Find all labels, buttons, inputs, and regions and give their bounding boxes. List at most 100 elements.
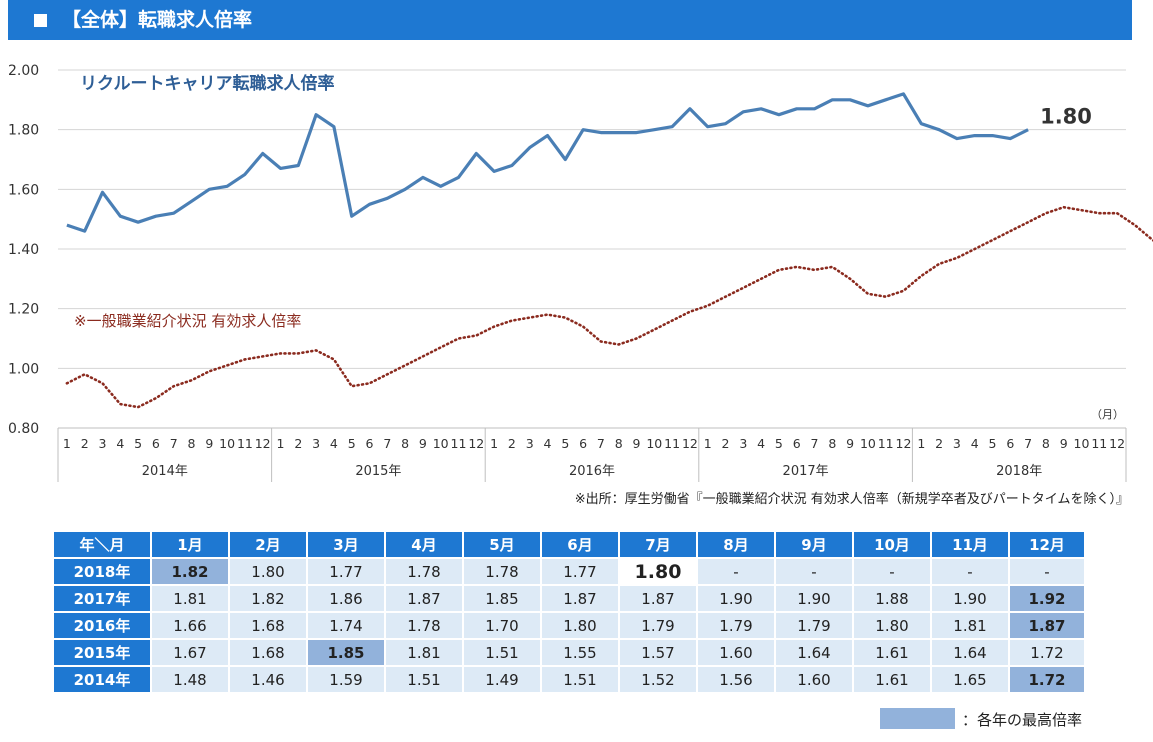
month-tick-label: 8 [188,436,196,451]
value-cell: - [698,559,774,584]
value-cell: 1.51 [464,640,540,665]
value-cell: 1.68 [230,613,306,638]
month-tick-label: 5 [134,436,142,451]
source-note: ※出所：厚生労働省『一般職業紹介状況 有効求人倍率（新規学卒者及びパートタイムを… [574,492,1129,507]
value-cell: 1.46 [230,667,306,692]
month-tick-label: 7 [1024,436,1032,451]
value-cell: 1.68 [230,640,306,665]
month-tick-label: 1 [917,436,925,451]
recruit-career-series-line [66,92,1029,233]
table-row: 2015年 1.67 1.68 1.85 1.81 1.51 1.55 1.57 1.60 1.6… [54,640,1084,665]
month-tick-label: 12 [468,436,484,451]
month-tick-label: 11 [451,436,467,451]
value-cell: 1.60 [776,667,852,692]
month-tick-label: 4 [116,436,124,451]
month-tick-label: 9 [205,436,213,451]
year-cell: 2014年 [54,667,150,692]
value-cell: 1.85 [464,586,540,611]
value-cell: 1.57 [620,640,696,665]
month-column-header: 2月 [230,532,306,557]
month-tick-label: 9 [419,436,427,451]
value-cell: 1.81 [152,586,228,611]
month-column-header: 12月 [1010,532,1084,557]
y-tick-label: 1.00 [8,361,39,377]
value-cell: 1.60 [698,640,774,665]
value-cell: 1.55 [542,640,618,665]
value-cell: - [776,559,852,584]
value-cell: 1.70 [464,613,540,638]
month-tick-label: 6 [366,436,374,451]
month-tick-label: 6 [1006,436,1014,451]
value-cell: 1.78 [386,559,462,584]
month-column-header: 8月 [698,532,774,557]
value-cell: 1.52 [620,667,696,692]
value-cell: 1.66 [152,613,228,638]
recruit-career-end-label: 1.80 [1040,105,1092,129]
y-tick-label: 0.80 [8,421,39,437]
value-cell: 1.61 [854,640,930,665]
job-opening-series-line [65,205,1153,409]
month-tick-label: 2 [81,436,89,451]
month-tick-label: 1 [490,436,498,451]
month-column-header: 7月 [620,532,696,557]
month-tick-label: 5 [561,436,569,451]
month-tick-label: 3 [739,436,747,451]
month-tick-label: 5 [348,436,356,451]
month-tick-label: 6 [579,436,587,451]
month-tick-label: 12 [896,436,912,451]
table-corner-header: 年＼月 [54,532,150,557]
value-cell: 1.78 [464,559,540,584]
year-label: 2014年 [142,464,188,479]
month-tick-label: 2 [508,436,516,451]
value-cell: 1.49 [464,667,540,692]
month-tick-label: 8 [828,436,836,451]
month-tick-label: 6 [152,436,160,451]
value-cell: 1.77 [308,559,384,584]
month-tick-label: 12 [682,436,698,451]
month-column-header: 4月 [386,532,462,557]
table-row: 2016年 1.66 1.68 1.74 1.78 1.70 1.80 1.79 1.79 1.7… [54,613,1084,638]
month-tick-label: 4 [971,436,979,451]
y-tick-label: 1.60 [8,182,39,198]
value-cell: 1.87 [542,586,618,611]
month-tick-label: 11 [878,436,894,451]
value-cell: 1.81 [386,640,462,665]
year-cell: 2016年 [54,613,150,638]
value-cell: 1.90 [932,586,1008,611]
month-tick-label: 1 [704,436,712,451]
value-cell: 1.92 [1010,586,1084,611]
month-tick-label: 10 [1074,436,1090,451]
month-tick-label: 2 [294,436,302,451]
month-tick-label: 1 [277,436,285,451]
value-cell: 1.61 [854,667,930,692]
value-cell: 1.64 [932,640,1008,665]
page-title: 【全体】転職求人倍率 [62,9,253,31]
month-tick-label: 12 [255,436,271,451]
value-cell: 1.74 [308,613,384,638]
month-tick-label: 9 [633,436,641,451]
year-cell: 2018年 [54,559,150,584]
month-column-header: 9月 [776,532,852,557]
value-cell: 1.77 [542,559,618,584]
value-cell: 1.80 [620,559,696,584]
month-tick-label: 3 [312,436,320,451]
year-label: 2015年 [355,464,401,479]
value-cell: 1.48 [152,667,228,692]
value-cell: 1.82 [230,586,306,611]
month-tick-label: 4 [544,436,552,451]
y-tick-label: 1.40 [8,242,39,258]
month-tick-label: 3 [99,436,107,451]
month-tick-label: 4 [330,436,338,451]
month-tick-label: 11 [237,436,253,451]
legend-text: ：各年の最高倍率 [962,711,1083,729]
month-tick-label: 2 [722,436,730,451]
value-cell: 1.59 [308,667,384,692]
value-cell: 1.90 [698,586,774,611]
y-tick-label: 1.80 [8,123,39,139]
value-cell: 1.67 [152,640,228,665]
value-cell: 1.51 [542,667,618,692]
month-tick-label: 1 [63,436,71,451]
value-cell: 1.56 [698,667,774,692]
table-row: 2018年 1.82 1.80 1.77 1.78 1.78 1.77 1.80- - - - - [54,559,1084,584]
month-column-header: 3月 [308,532,384,557]
